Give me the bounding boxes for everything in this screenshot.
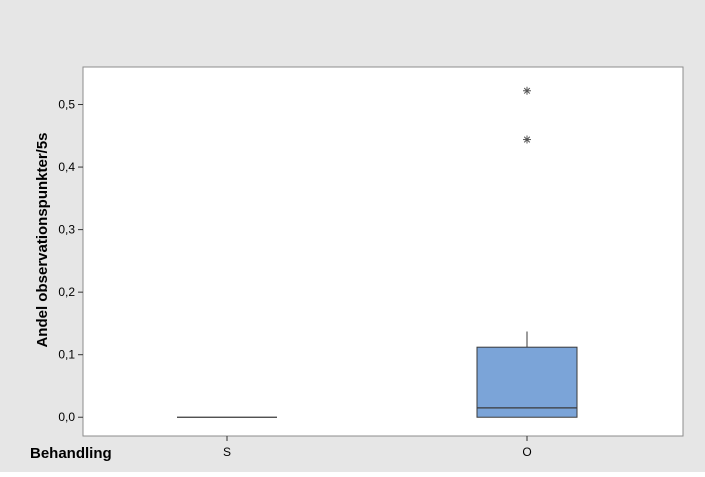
iqr-box [476,346,578,418]
y-tick-label: 0,0 [58,410,75,424]
y-tick-label: 0,2 [58,285,75,299]
outlier-point [523,135,531,144]
y-axis-title: Andel observationspunkter/5s [34,132,51,347]
y-tick-label: 0,1 [58,348,75,362]
y-axis: 0,0 0,1 0,2 0,3 0,4 0,5 [58,98,83,424]
outlier-point [523,86,531,95]
y-tick-label: 0,4 [58,160,75,174]
box-group-o [476,86,578,418]
box-series [177,86,578,418]
x-tick-label: O [522,445,531,459]
y-tick-label: 0,5 [58,98,75,112]
plot-area [82,66,684,437]
x-tick-label: S [223,445,231,459]
y-tick-label: 0,3 [58,223,75,237]
x-axis-title: Behandling [30,445,112,462]
